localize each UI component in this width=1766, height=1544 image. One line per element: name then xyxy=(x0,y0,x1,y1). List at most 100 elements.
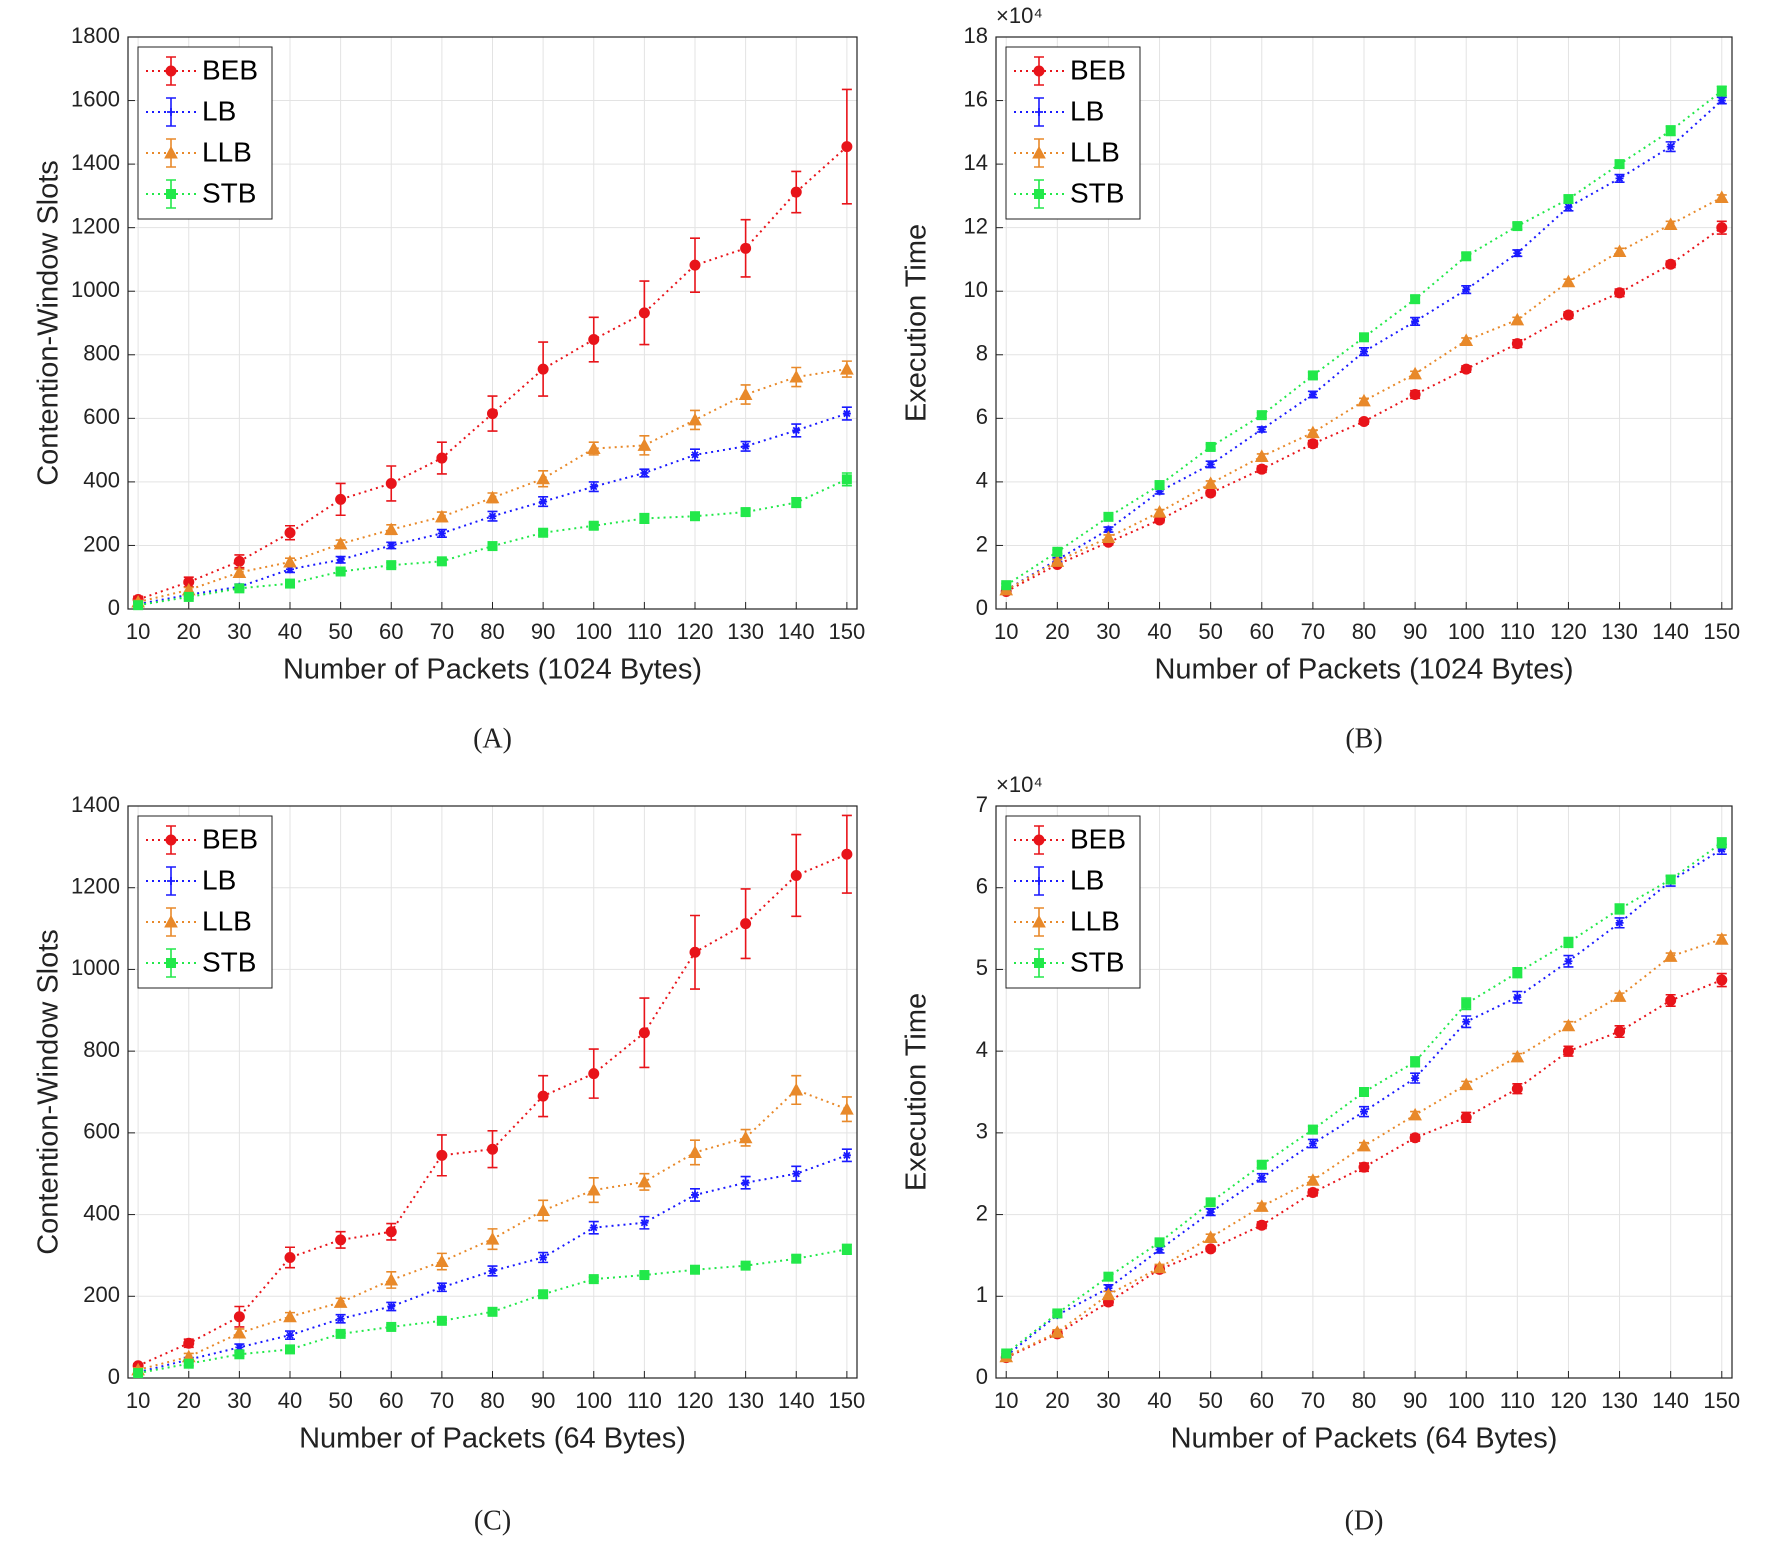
marker xyxy=(840,362,854,375)
marker xyxy=(690,1264,700,1275)
x-tick-label: 10 xyxy=(994,619,1018,644)
y-tick-label: 4 xyxy=(976,1037,988,1062)
x-tick-label: 20 xyxy=(177,1388,201,1413)
marker xyxy=(1307,438,1319,450)
series-line xyxy=(1005,938,1723,1358)
marker xyxy=(488,1266,497,1275)
marker xyxy=(335,493,347,505)
y-tick-label: 8 xyxy=(976,341,988,366)
marker xyxy=(487,1306,498,1317)
marker xyxy=(1615,174,1624,183)
x-tick-label: 40 xyxy=(1147,1388,1171,1413)
marker xyxy=(1409,389,1421,400)
marker xyxy=(133,600,144,611)
marker xyxy=(537,363,549,375)
marker xyxy=(1513,249,1522,258)
marker xyxy=(1360,1107,1368,1116)
marker xyxy=(1101,530,1116,543)
marker xyxy=(1462,285,1471,294)
marker xyxy=(1155,1245,1164,1254)
marker xyxy=(1306,425,1320,439)
marker xyxy=(589,1223,598,1232)
x-tick-label: 50 xyxy=(1198,619,1222,644)
y-tick-label: 2 xyxy=(976,1200,988,1225)
marker xyxy=(1307,370,1318,381)
y-tick-label: 1200 xyxy=(71,213,120,238)
y-tick-label: 0 xyxy=(976,1364,988,1389)
x-tick-label: 30 xyxy=(1096,619,1120,644)
panel: 10 20 30 40 50 60 70 80 90 100 110 120 130 140 150 0 2 4 6… xyxy=(901,3,1740,755)
marker xyxy=(1561,1018,1576,1032)
legend-marker xyxy=(1033,834,1045,846)
x-tick-label: 130 xyxy=(1601,619,1638,644)
x-tick-label: 20 xyxy=(1045,1388,1069,1413)
x-tick-label: 80 xyxy=(480,619,504,644)
legend-box xyxy=(1005,46,1141,220)
series-line xyxy=(1005,196,1723,591)
marker xyxy=(691,1190,699,1199)
x-tick-label: 150 xyxy=(829,619,866,644)
x-tick-label: 120 xyxy=(677,619,714,644)
y-tick-label: 1000 xyxy=(71,955,120,980)
marker xyxy=(1203,1230,1218,1243)
legend-label: BEB xyxy=(202,823,258,854)
x-tick-label: 10 xyxy=(126,619,150,644)
marker xyxy=(1513,993,1522,1002)
x-tick-label: 130 xyxy=(727,619,764,644)
marker xyxy=(1510,312,1525,326)
marker xyxy=(1512,221,1523,232)
legend-label: LB xyxy=(202,95,236,126)
x-tick-label: 150 xyxy=(829,1388,866,1413)
marker xyxy=(1152,505,1167,518)
marker xyxy=(1615,918,1624,927)
marker xyxy=(640,1218,649,1227)
marker xyxy=(1665,258,1677,270)
marker xyxy=(183,1358,194,1369)
marker xyxy=(741,1178,750,1187)
legend-marker xyxy=(1035,877,1043,885)
marker xyxy=(1511,1083,1523,1095)
x-tick-label: 110 xyxy=(627,619,662,644)
marker xyxy=(840,1102,854,1115)
marker xyxy=(1462,1017,1471,1026)
x-tick-label: 40 xyxy=(278,1388,302,1413)
marker xyxy=(1511,338,1523,350)
marker xyxy=(385,1226,397,1238)
marker xyxy=(1666,142,1675,151)
marker xyxy=(1358,416,1370,428)
marker xyxy=(283,554,297,568)
marker xyxy=(385,477,397,489)
y-axis-label: Execution Time xyxy=(901,993,933,1191)
marker xyxy=(487,408,498,420)
marker xyxy=(336,555,345,564)
legend-marker xyxy=(1032,145,1046,159)
marker xyxy=(1614,1026,1626,1038)
legend-marker xyxy=(1035,108,1043,116)
marker xyxy=(1154,1237,1165,1248)
marker xyxy=(538,1289,549,1300)
marker xyxy=(1257,425,1266,434)
legend-box xyxy=(1005,815,1141,989)
marker xyxy=(1663,949,1678,962)
marker xyxy=(741,442,750,451)
marker xyxy=(1612,989,1627,1002)
marker xyxy=(1459,1077,1474,1091)
legend-label: BEB xyxy=(1070,54,1126,85)
x-tick-label: 120 xyxy=(1550,1388,1587,1413)
legend-label: LLB xyxy=(202,136,252,167)
marker xyxy=(1360,347,1368,356)
panel: 10 20 30 40 50 60 70 80 90 100 110 120 130 140 150 0 200… xyxy=(33,792,866,1537)
legend-marker xyxy=(167,108,175,116)
legend-marker xyxy=(165,834,177,846)
marker xyxy=(1665,125,1676,136)
marker xyxy=(1408,366,1422,380)
marker xyxy=(436,1149,448,1161)
marker xyxy=(1562,1045,1574,1057)
x-tick-label: 10 xyxy=(994,1388,1018,1413)
legend-box xyxy=(137,46,273,220)
marker xyxy=(842,409,851,418)
marker xyxy=(336,1314,345,1323)
marker xyxy=(285,578,295,589)
marker xyxy=(1460,363,1472,375)
marker xyxy=(1461,251,1472,262)
